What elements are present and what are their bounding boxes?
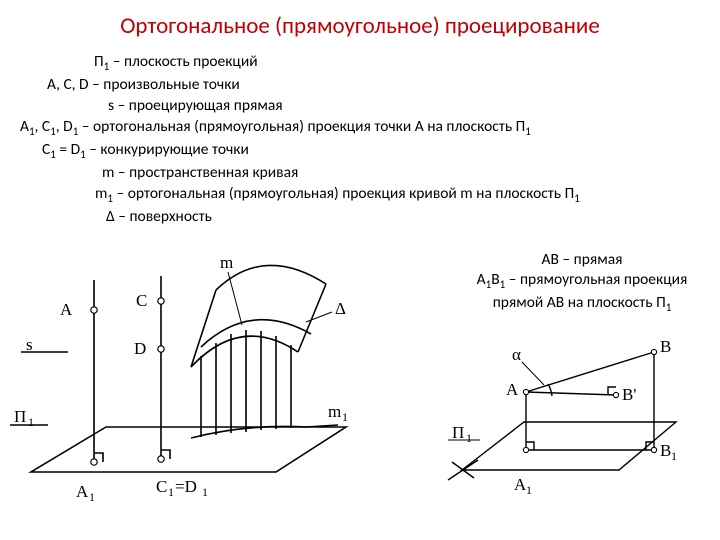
svg-text:s: s [26,335,33,354]
definition-row: П1 – плоскость проекций [20,52,580,75]
diagram-left: ACDsП1A1C1=D1mΔm1 [6,252,406,532]
side-desc-3: прямой AB на плоскость П [493,293,666,312]
definition-row: C1 = D1 – конкурирующие точки [20,140,580,163]
svg-text:1: 1 [202,485,208,499]
svg-text:B': B' [622,385,636,404]
side-sym-ab: AB [542,250,559,269]
svg-text:=D: =D [175,477,197,496]
definition-row: s – проецирующая прямая [20,96,580,117]
svg-text:m: m [220,253,233,272]
side-desc-1: – прямая [559,250,623,269]
svg-text:A: A [60,300,73,319]
svg-text:B: B [660,337,671,356]
svg-text:α: α [512,345,521,364]
definition-row: A, C, D – произвольные точки [20,75,580,96]
svg-text:П: П [452,423,464,442]
svg-text:C: C [136,291,147,310]
svg-text:m: m [328,402,341,421]
svg-text:1: 1 [526,483,532,497]
svg-text:D: D [134,339,146,358]
svg-text:П: П [14,407,26,426]
definition-row: m – пространственная кривая [20,163,580,184]
svg-text:C: C [156,477,167,496]
side-line2: A1B1 – прямоугольная проекция [452,270,712,293]
page-title: Ортогональное (прямоугольное) проецирова… [0,12,720,40]
side-b: B [491,270,499,289]
definition-row: Δ – поверхность [20,207,580,228]
svg-text:B: B [660,441,671,460]
svg-text:A: A [76,482,89,501]
side-line1: AB – прямая [452,250,712,270]
side-definitions: AB – прямая A1B1 – прямоугольная проекци… [452,250,712,316]
definition-row: A1, C1, D1 – ортогональная (прямоугольна… [20,117,580,140]
side-line3: прямой AB на плоскость П1 [452,293,712,316]
svg-text:1: 1 [28,415,34,429]
side-a: A [477,270,486,289]
svg-text:Δ: Δ [335,299,346,318]
diagram-right: ABB'A1B1αП1 [444,330,714,530]
svg-text:1: 1 [466,431,472,445]
svg-text:1: 1 [342,410,348,424]
definitions-list: П1 – плоскость проекцийA, C, D – произво… [20,52,580,227]
svg-text:1: 1 [671,449,677,463]
title-text: Ортогональное (прямоугольное) проецирова… [120,12,600,40]
svg-text:1: 1 [89,490,95,504]
svg-text:1: 1 [168,485,174,499]
side-p-sub: 1 [666,301,672,314]
svg-text:A: A [506,380,519,399]
side-desc-2: – прямоугольная проекция [505,270,687,289]
definition-row: m1 – ортогональная (прямоугольная) проек… [20,184,580,207]
